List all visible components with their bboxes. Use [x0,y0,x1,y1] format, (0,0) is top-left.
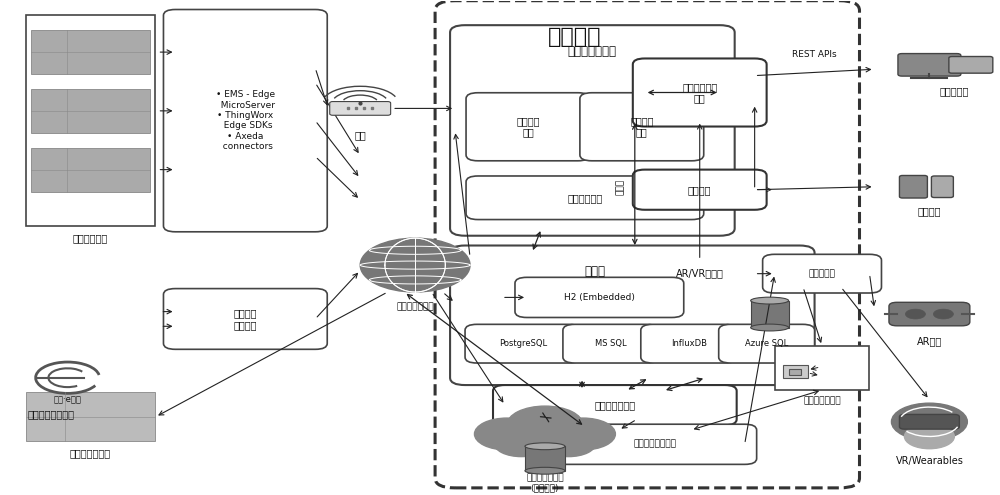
Text: H2 (Embedded): H2 (Embedded) [564,293,635,302]
FancyBboxPatch shape [450,246,815,385]
Text: Azure SQL: Azure SQL [745,339,788,348]
Ellipse shape [525,443,565,449]
FancyBboxPatch shape [641,324,737,363]
Bar [31,89,150,133]
FancyBboxPatch shape [330,101,391,115]
Bar [751,300,789,328]
Bar [26,15,155,226]
Bar [31,148,150,192]
Text: 数据流: 数据流 [615,179,624,195]
Text: 数据分析: 数据分析 [688,185,711,195]
FancyBboxPatch shape [580,93,704,161]
FancyBboxPatch shape [898,53,961,76]
Circle shape [474,418,540,450]
Bar [26,393,155,442]
Text: REST APIs: REST APIs [792,50,837,59]
Text: 工厂现有数据系统: 工厂现有数据系统 [28,409,75,419]
Text: InfluxDB: InfluxDB [671,339,707,348]
Text: AR眼镜: AR眼镜 [917,336,942,346]
Text: 数据库: 数据库 [584,265,605,278]
Text: 整合连接器: 整合连接器 [809,269,835,278]
Text: VR/Wearables: VR/Wearables [895,456,963,466]
FancyBboxPatch shape [493,385,737,425]
FancyBboxPatch shape [633,254,767,293]
FancyBboxPatch shape [931,176,953,198]
Circle shape [905,309,925,319]
Text: 已有的信息模型: 已有的信息模型 [70,448,111,458]
Text: 平台组成: 平台组成 [548,27,602,48]
FancyBboxPatch shape [763,254,881,293]
Circle shape [494,430,548,456]
Circle shape [904,424,954,448]
Text: 现场采集数据: 现场采集数据 [73,233,108,243]
Ellipse shape [751,324,789,331]
Text: • EMS - Edge
  MicroServer
• ThingWorx
  Edge SDKs
• Axeda
  connectors: • EMS - Edge MicroServer • ThingWorx Edg… [215,90,275,151]
Ellipse shape [525,467,565,474]
Text: 平板显示: 平板显示 [918,206,941,216]
Text: 数字模型
创建: 数字模型 创建 [516,116,540,138]
FancyBboxPatch shape [450,25,735,236]
Text: AR/VR创建器: AR/VR创建器 [676,269,724,279]
Text: MS SQL: MS SQL [595,339,627,348]
Text: 其他第三方软件: 其他第三方软件 [803,396,841,405]
Text: 平台数据
采集系统: 平台数据 采集系统 [234,308,257,330]
FancyBboxPatch shape [899,414,959,429]
Text: 网关: 网关 [354,130,366,141]
Bar [525,446,565,471]
FancyBboxPatch shape [163,289,327,349]
FancyBboxPatch shape [889,302,970,326]
Text: 分析模型
创建: 分析模型 创建 [630,116,654,138]
FancyBboxPatch shape [466,93,590,161]
Bar [783,365,808,378]
FancyBboxPatch shape [633,170,767,210]
Text: 平台显示界面
创建: 平台显示界面 创建 [682,82,717,103]
Circle shape [507,406,583,444]
Text: 业务规则创建: 业务规则创建 [567,193,603,203]
Circle shape [550,418,615,450]
Text: 平台开发和创建: 平台开发和创建 [568,45,617,57]
FancyBboxPatch shape [466,176,704,220]
Bar [775,346,869,390]
FancyBboxPatch shape [163,9,327,232]
FancyBboxPatch shape [633,58,767,127]
FancyBboxPatch shape [465,324,581,363]
Circle shape [891,403,967,441]
FancyBboxPatch shape [949,56,993,73]
Text: 经纬·e系统: 经纬·e系统 [54,395,82,404]
FancyBboxPatch shape [899,176,927,198]
Text: PostgreSQL: PostgreSQL [499,339,547,348]
FancyBboxPatch shape [563,324,659,363]
Text: 平台软件导入管理: 平台软件导入管理 [633,440,676,449]
Circle shape [933,309,953,319]
Circle shape [360,238,470,292]
FancyBboxPatch shape [719,324,815,363]
Ellipse shape [751,297,789,304]
Bar [789,369,801,375]
FancyBboxPatch shape [553,424,757,464]
Bar [31,30,150,74]
Text: 平台连接服务器: 平台连接服务器 [396,302,434,311]
FancyBboxPatch shape [515,277,684,317]
Text: 电脑端显示: 电脑端显示 [940,86,969,96]
Circle shape [542,430,596,456]
Text: 平台数据流管理: 平台数据流管理 [594,400,635,410]
Text: 数据库建立支持
(本地创建): 数据库建立支持 (本地创建) [526,473,564,493]
